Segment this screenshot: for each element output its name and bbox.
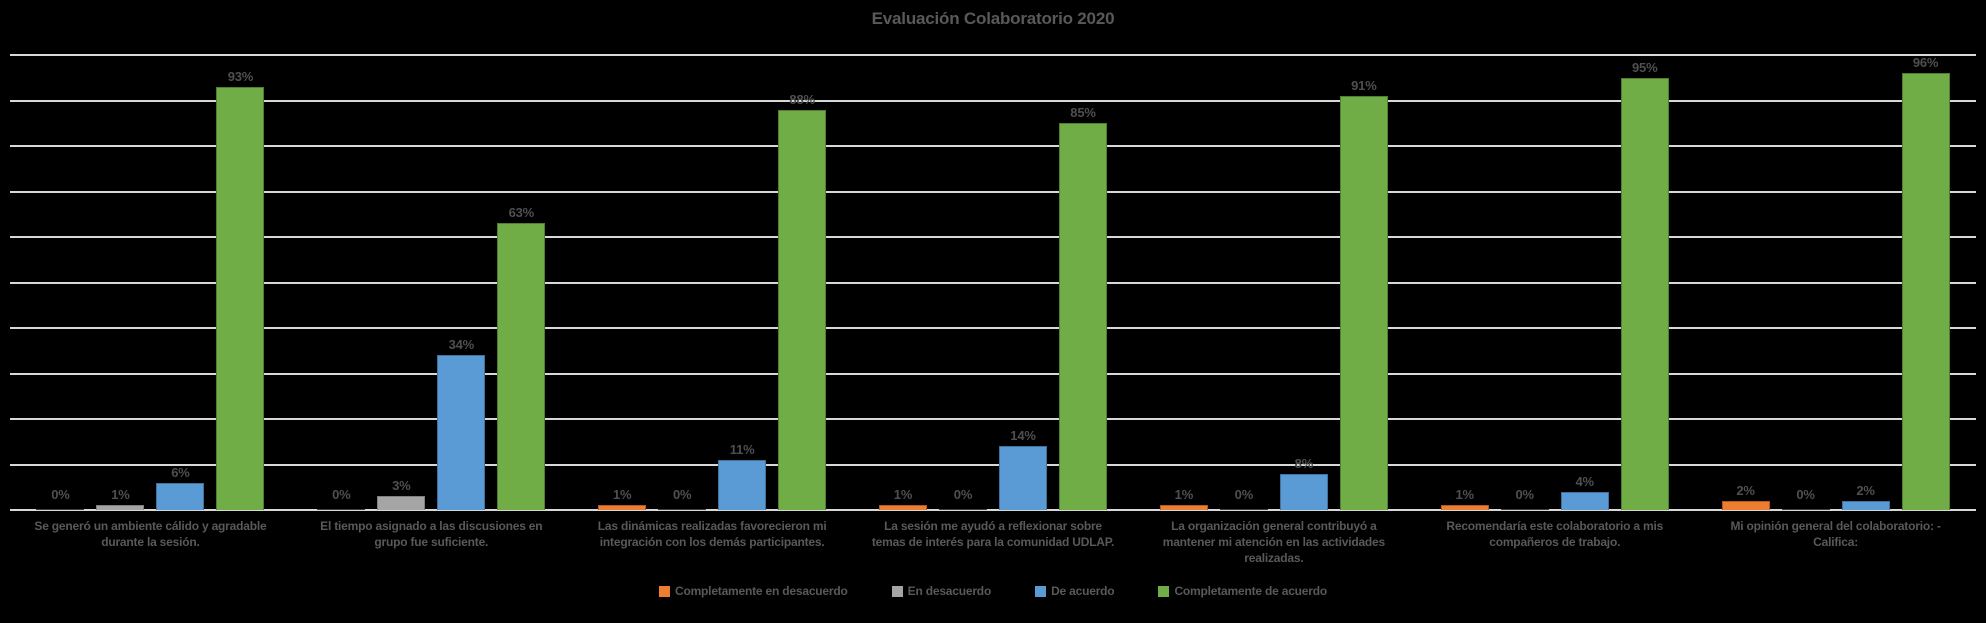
data-label: 6%	[171, 464, 190, 480]
data-label: 63%	[508, 205, 535, 221]
bar-group: 0% 1% 6% 93%	[10, 55, 291, 510]
bar-completamente-en-desacuerdo: 1%	[598, 487, 647, 510]
bar-group: 1% 0% 14% 85%	[853, 55, 1134, 510]
bar-group: 0% 3% 34% 63%	[291, 55, 572, 510]
legend-swatch-icon	[1158, 585, 1170, 597]
legend-swatch-icon	[891, 585, 903, 597]
data-label: 11%	[729, 441, 755, 457]
legend-item: En desacuerdo	[891, 584, 992, 598]
bar-de-acuerdo: 2%	[1841, 483, 1890, 510]
data-label: 93%	[227, 68, 254, 84]
bar-group: 2% 0% 2% 96%	[1695, 55, 1976, 510]
gridline	[10, 281, 1976, 284]
bar-en-desacuerdo: 0%	[1500, 487, 1549, 510]
data-label: 0%	[51, 486, 70, 502]
data-label: 4%	[1575, 473, 1595, 489]
bar-completamente-en-desacuerdo: 1%	[879, 487, 927, 510]
data-label: 95%	[1632, 59, 1658, 75]
chart-title: Evaluación Colaboratorio 2020	[871, 9, 1115, 28]
bar-completamente-de-acuerdo: 63%	[497, 205, 546, 510]
data-label: 34%	[448, 337, 475, 353]
data-label: 0%	[953, 486, 973, 502]
category-label: Se generó un ambiente cálido y agradable…	[34, 519, 267, 549]
bar-completamente-en-desacuerdo: 0%	[36, 487, 85, 510]
bar-completamente-de-acuerdo: 96%	[1901, 55, 1950, 510]
data-label: 14%	[1010, 428, 1036, 444]
data-label: 91%	[1351, 77, 1377, 93]
data-label: 96%	[1912, 55, 1939, 71]
data-label: 1%	[893, 487, 913, 503]
data-label: 1%	[1174, 487, 1194, 503]
gridline	[10, 190, 1976, 193]
bar-en-desacuerdo: 3%	[377, 478, 426, 510]
data-label: 0%	[1234, 486, 1254, 502]
bar-completamente-en-desacuerdo: 1%	[1440, 487, 1489, 510]
category-axis: Se generó un ambiente cálido y agradable…	[10, 519, 1976, 566]
bar-completamente-en-desacuerdo: 0%	[317, 487, 366, 510]
category-label: La organización general contribuyó a man…	[1162, 519, 1386, 565]
bar-completamente-en-desacuerdo: 2%	[1721, 483, 1770, 510]
data-label: 1%	[111, 487, 130, 503]
bar-completamente-de-acuerdo: 88%	[778, 92, 827, 510]
bar-en-desacuerdo: 1%	[96, 487, 145, 510]
gridline	[10, 236, 1976, 238]
data-label: 0%	[1515, 486, 1535, 502]
bar-en-desacuerdo: 0%	[1781, 487, 1830, 510]
bar-group: 1% 0% 8% 91%	[1133, 55, 1414, 510]
data-label: 88%	[789, 91, 815, 107]
category-label: El tiempo asignado a las discusiones en …	[320, 519, 543, 549]
category-label: Recomendaría este colaboratorio a mis co…	[1446, 519, 1664, 549]
legend-label: Completamente en desacuerdo	[674, 584, 848, 598]
bar-de-acuerdo: 6%	[156, 465, 205, 510]
bar-completamente-de-acuerdo: 95%	[1620, 60, 1669, 510]
category-label: La sesión me ayudó a reflexionar sobre t…	[871, 519, 1115, 549]
gridline	[10, 327, 1976, 329]
bar-completamente-de-acuerdo: 93%	[216, 69, 265, 510]
gridline	[10, 372, 1976, 375]
bar-de-acuerdo: 4%	[1560, 474, 1609, 510]
gridline	[10, 463, 1976, 466]
bar-completamente-de-acuerdo: 85%	[1059, 105, 1107, 510]
data-label: 3%	[392, 478, 411, 494]
bar-group: 1% 0% 4% 95%	[1414, 55, 1695, 510]
gridline	[10, 509, 1976, 511]
legend: Completamente en desacuerdo En desacuerdo…	[0, 584, 1986, 598]
category-label: Las dinámicas realizadas favorecieron mi…	[597, 519, 827, 549]
data-label: 2%	[1856, 482, 1875, 498]
bar-completamente-de-acuerdo: 91%	[1339, 78, 1388, 510]
legend-item: De acuerdo	[1035, 584, 1115, 598]
legend-swatch-icon	[1035, 585, 1047, 597]
bar-de-acuerdo: 34%	[437, 337, 486, 510]
data-label: 2%	[1736, 482, 1755, 498]
legend-item: Completamente en desacuerdo	[658, 584, 848, 598]
data-label: 0%	[672, 486, 692, 502]
legend-label: En desacuerdo	[907, 584, 992, 598]
bar-groups: 0% 1% 6% 93% 0% 3% 34% 63% 1% 0% 11% 88% 1% 0% 14% 85% 1…	[10, 55, 1976, 510]
bar-de-acuerdo: 11%	[718, 442, 767, 510]
data-label: 8%	[1294, 455, 1314, 471]
bar-en-desacuerdo: 0%	[1219, 487, 1268, 510]
legend-label: De acuerdo	[1051, 584, 1115, 598]
gridline	[10, 99, 1976, 102]
gridline	[10, 145, 1976, 147]
gridline	[10, 418, 1976, 420]
bar-completamente-en-desacuerdo: 1%	[1159, 487, 1208, 510]
bar-de-acuerdo: 8%	[1279, 456, 1328, 510]
legend-item: Completamente de acuerdo	[1158, 584, 1327, 598]
gridline	[10, 54, 1976, 56]
legend-swatch-icon	[658, 585, 670, 597]
category-label: Mi opinión general del colaboratorio: - …	[1730, 519, 1941, 549]
bar-group: 1% 0% 11% 88%	[572, 55, 853, 510]
legend-label: Completamente de acuerdo	[1174, 584, 1328, 598]
bar-en-desacuerdo: 0%	[658, 487, 707, 510]
data-label: 1%	[1455, 487, 1475, 503]
plot-area: 0% 1% 6% 93% 0% 3% 34% 63% 1% 0% 11% 88% 1% 0% 14% 85% 1…	[10, 54, 1976, 511]
data-label: 85%	[1070, 105, 1096, 121]
data-label: 0%	[1796, 486, 1815, 502]
data-label: 0%	[332, 486, 351, 502]
bar-de-acuerdo: 14%	[999, 428, 1047, 510]
bar-en-desacuerdo: 0%	[939, 487, 987, 510]
data-label: 1%	[612, 487, 632, 503]
